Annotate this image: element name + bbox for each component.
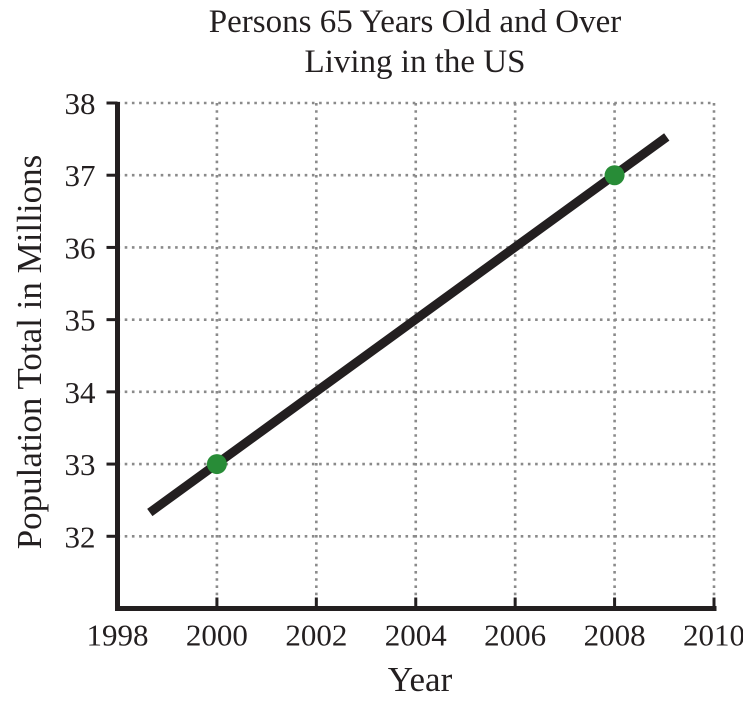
x-tick-label: 2000 <box>186 618 248 653</box>
x-tick-label: 1998 <box>87 618 149 653</box>
y-tick-label: 34 <box>65 375 97 410</box>
chart-title-line2: Living in the US <box>304 44 526 81</box>
y-tick-label: 32 <box>65 519 96 554</box>
y-tick-label: 36 <box>65 230 96 265</box>
y-tick-label: 33 <box>65 447 96 482</box>
y-tick-label: 38 <box>65 86 96 121</box>
x-tick-label: 2002 <box>285 618 347 653</box>
chart-title-line1: Persons 65 Years Old and Over <box>208 4 622 40</box>
trend-line <box>147 133 670 517</box>
y-tick-label: 35 <box>65 303 96 338</box>
x-tick-label: 2006 <box>484 618 546 653</box>
data-point <box>206 454 227 475</box>
chart-title: Persons 65 Years Old and Over Living in … <box>87 2 743 83</box>
data-point <box>604 165 625 186</box>
x-tick-label: 2010 <box>683 618 743 653</box>
x-tick-label: 2004 <box>385 618 448 653</box>
y-tick-label: 37 <box>65 158 96 193</box>
x-axis-title: Year <box>387 660 453 699</box>
x-tick-label: 2008 <box>584 618 646 653</box>
